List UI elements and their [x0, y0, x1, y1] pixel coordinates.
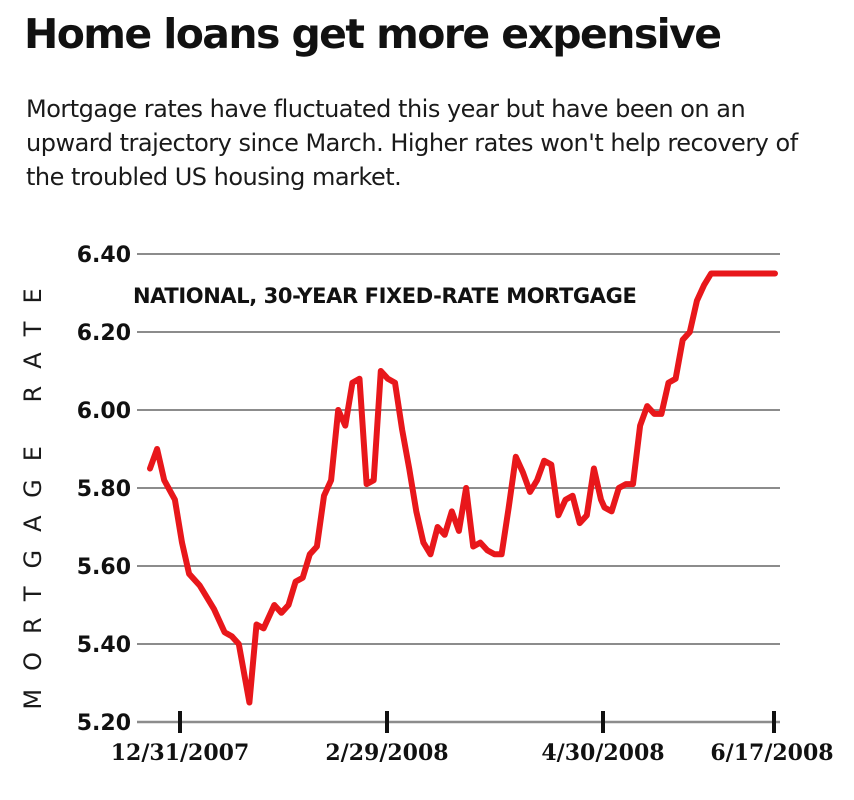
- y-axis-label-wrap: MORTGAGE RATE: [8, 270, 58, 709]
- y-tick-label: 6.20: [77, 321, 131, 346]
- x-tick-label: 2/29/2008: [325, 740, 448, 766]
- chart-title: NATIONAL, 30-YEAR FIXED-RATE MORTGAGE: [133, 284, 636, 308]
- x-tick-label: 4/30/2008: [541, 740, 664, 766]
- y-tick-label: 6.40: [77, 243, 131, 268]
- y-tick-label: 5.40: [77, 633, 131, 658]
- page-title: Home loans get more expensive: [24, 10, 722, 58]
- series-line-mortgage-rate: [147, 270, 778, 706]
- y-tick-label: 5.80: [77, 477, 131, 502]
- page-subtitle: Mortgage rates have fluctuated this year…: [26, 95, 798, 191]
- y-tick-label: 6.00: [77, 399, 131, 424]
- y-tick-label: 5.60: [77, 555, 131, 580]
- y-tick-label: 5.20: [77, 711, 131, 736]
- x-tick-label: 12/31/2007: [111, 740, 250, 766]
- y-axis-label: MORTGAGE RATE: [19, 270, 47, 710]
- x-tick-label: 6/17/2008: [710, 740, 833, 766]
